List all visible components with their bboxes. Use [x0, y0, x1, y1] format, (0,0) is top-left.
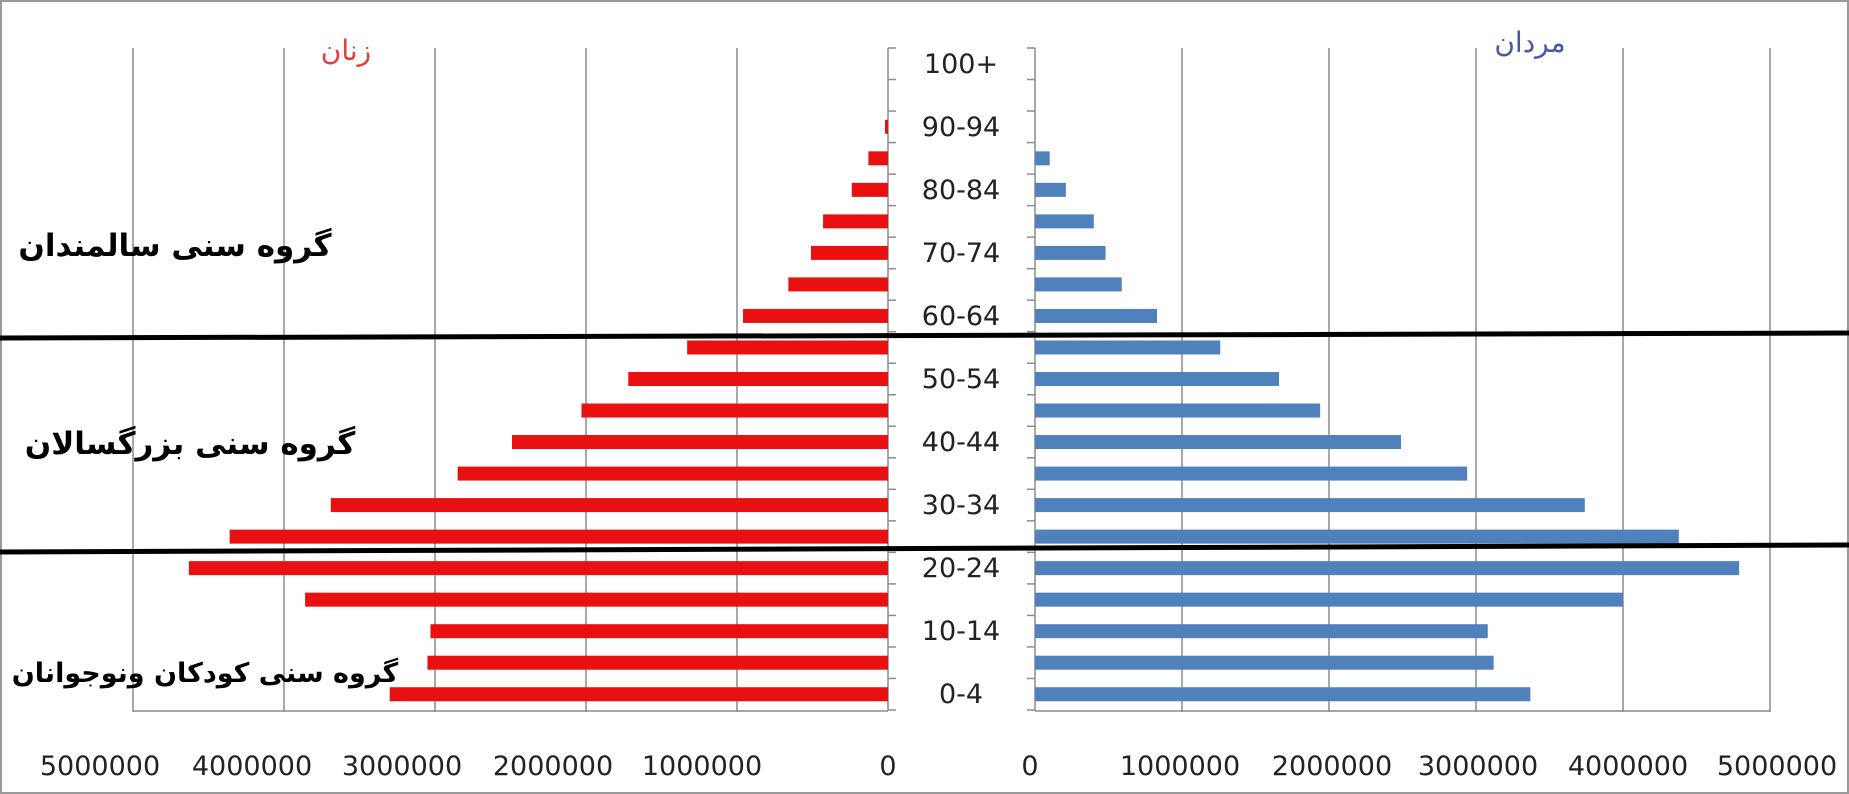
bar-female-45-49 [581, 403, 888, 418]
age-label-10-14: 10-14 [922, 616, 1000, 647]
age-label-40-44: 40-44 [922, 427, 1000, 458]
bar-male-65-69 [1035, 277, 1122, 292]
x-tick-label-male: 4000000 [1568, 751, 1688, 782]
x-tick-label-male: 1000000 [1120, 751, 1240, 782]
annotation-children-group: گروه سنی کودکان ونوجوانان [12, 657, 399, 689]
x-tick-label-female: 2000000 [493, 751, 613, 782]
x-tick-labels-female: 5000000 4000000 3000000 2000000 1000000 0 [40, 751, 897, 782]
bar-female-30-34 [330, 498, 888, 513]
bar-female-50-54 [628, 372, 888, 386]
age-label-0-4: 0-4 [939, 679, 983, 710]
bar-male-35-39 [1035, 466, 1468, 481]
legend-male: مردان [1494, 26, 1565, 59]
divider-line-lower [0, 542, 1849, 555]
bar-male-0-4 [1035, 687, 1531, 702]
annotation-elderly-group: گروه سنی سالمندان [18, 227, 332, 264]
bar-male-70-74 [1035, 245, 1106, 260]
bar-male-25-29 [1035, 529, 1679, 544]
x-tick-label-female: 0 [879, 751, 896, 782]
x-tick-label-male: 2000000 [1272, 751, 1392, 782]
x-tick-label-male: 5000000 [1717, 751, 1837, 782]
age-label-80-84: 80-84 [922, 175, 1000, 206]
bar-female-60-64 [743, 308, 888, 323]
male-bars [1035, 151, 1740, 702]
bar-male-20-24 [1035, 561, 1740, 576]
bar-male-15-19 [1035, 592, 1623, 607]
x-tick-labels-male: 0 1000000 2000000 3000000 4000000 5000000 [1021, 751, 1837, 782]
age-label-70-74: 70-74 [922, 238, 1000, 269]
x-tick-label-female: 3000000 [342, 751, 462, 782]
age-group-labels: 0-4 10-14 20-24 30-34 40-44 50-54 60-64 70-74 80… [922, 49, 1000, 710]
legend-female: زنان [321, 34, 371, 67]
bar-male-85-89 [1035, 151, 1050, 166]
x-tick-label-male: 0 [1021, 751, 1038, 782]
bar-female-25-29 [229, 529, 888, 544]
bar-female-90-94 [884, 119, 888, 134]
female-bars [188, 119, 888, 702]
bar-female-80-84 [851, 182, 888, 197]
x-tick-label-female: 4000000 [192, 751, 312, 782]
age-label-50-54: 50-54 [922, 364, 1000, 395]
bar-male-10-14 [1035, 624, 1488, 639]
annotation-adult-group: گروه سنی بزرگسالان [25, 425, 356, 462]
bar-female-0-4 [389, 687, 888, 702]
age-label-100+: 100+ [924, 49, 998, 80]
age-label-30-34: 30-34 [922, 490, 1000, 521]
bar-male-60-64 [1035, 308, 1158, 323]
bar-male-45-49 [1035, 403, 1321, 418]
divider-line-upper [0, 330, 1849, 341]
bar-female-5-9 [427, 655, 888, 670]
bar-male-50-54 [1035, 372, 1280, 386]
bar-female-75-79 [823, 214, 888, 229]
age-label-20-24: 20-24 [922, 553, 1000, 584]
bar-male-40-44 [1035, 435, 1402, 450]
age-label-90-94: 90-94 [922, 112, 1000, 143]
bar-female-85-89 [868, 151, 888, 166]
bar-female-10-14 [430, 624, 888, 639]
age-label-60-64: 60-64 [922, 301, 1000, 332]
bar-female-35-39 [457, 466, 888, 481]
bar-female-40-44 [512, 435, 888, 450]
bar-female-20-24 [188, 561, 888, 576]
bar-female-70-74 [810, 245, 888, 260]
bar-female-15-19 [305, 592, 888, 607]
x-tick-label-female: 5000000 [40, 751, 160, 782]
bar-female-55-59 [687, 340, 888, 355]
bar-male-55-59 [1035, 340, 1221, 355]
bar-female-65-69 [788, 277, 888, 292]
bar-male-75-79 [1035, 214, 1094, 229]
bar-male-5-9 [1035, 655, 1494, 670]
bar-male-80-84 [1035, 182, 1066, 197]
x-tick-label-female: 1000000 [642, 751, 762, 782]
bar-male-30-34 [1035, 498, 1585, 513]
x-tick-label-male: 3000000 [1418, 751, 1538, 782]
